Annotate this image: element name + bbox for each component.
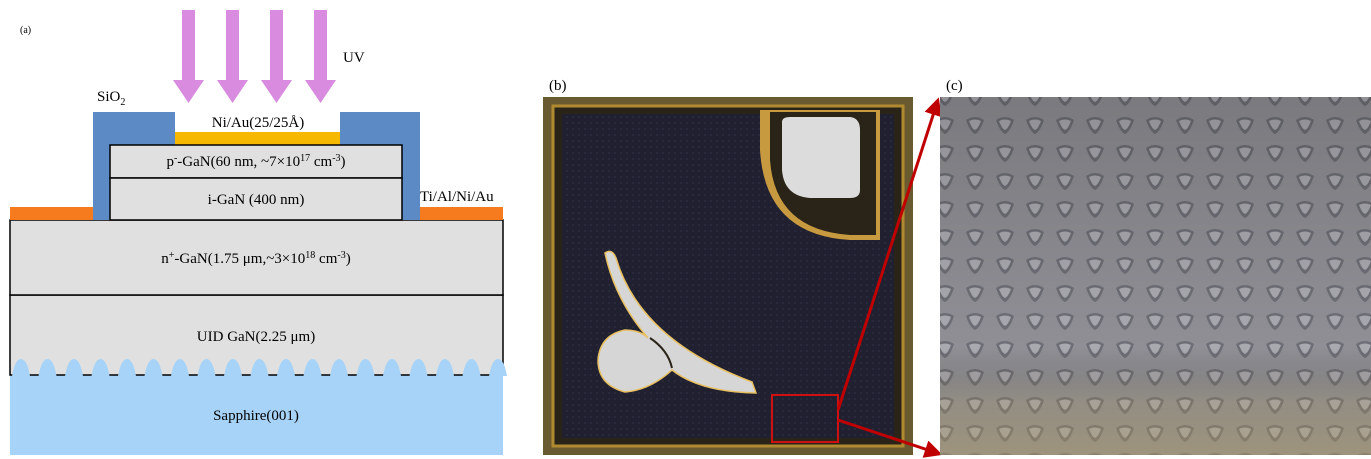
text: ) [346,251,351,267]
device-photo [543,97,913,455]
text: cm [315,251,337,267]
substrate-label: Sapphire(001) [213,408,299,424]
text: ) [341,154,346,170]
text: cm [310,154,332,170]
subscript: 2 [120,97,125,108]
n-gan-label: n+-GaN(1.75 μm,~3×1018 cm-3) [161,250,350,267]
superscript: 18 [305,250,315,261]
p-gan-label: p--GaN(60 nm, ~7×1017 cm-3) [166,153,345,170]
superscript: -3 [337,250,345,261]
panel-label: (a) [20,25,31,36]
text: -GaN(60 nm, ~7×10 [177,154,300,170]
text: p [166,154,174,170]
text: -GaN(1.75 μm,~3×10 [174,251,305,267]
ni-au-layer [175,132,340,145]
contact-right [418,207,503,220]
text: SiO [97,89,121,105]
uv-arrows [173,10,336,103]
figure: (a) UV SiO2 Ni/Au(25/25Å) p--GaN(60 nm, … [0,0,1371,459]
uid-gan-label: UID GaN(2.25 μm) [197,329,315,345]
superscript: -3 [332,153,340,164]
uv-label: UV [343,50,365,66]
contact-label: Ti/Al/Ni/Au [420,189,494,205]
i-gan-label: i-GaN (400 nm) [208,192,305,208]
ni-au-label: Ni/Au(25/25Å) [212,115,305,131]
contact-left [10,207,95,220]
superscript: 17 [300,153,310,164]
panel-label: (b) [549,78,567,94]
panel-label: (c) [946,78,963,94]
surface-photo [940,97,1371,455]
sio2-label: SiO2 [97,89,125,108]
